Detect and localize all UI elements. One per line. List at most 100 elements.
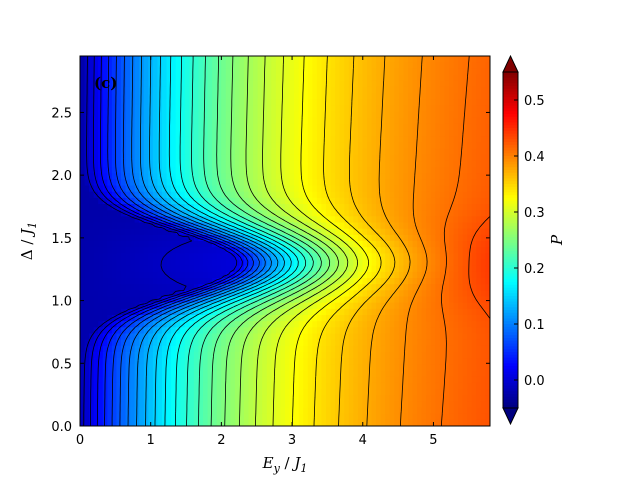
heatmap-cell [298,333,304,341]
heatmap-cell [353,148,359,156]
heatmap-cell [344,191,350,199]
heatmap-cell [289,395,295,402]
heatmap-cell [426,259,432,267]
heatmap-cell [394,284,400,291]
heatmap-cell [157,284,163,291]
heatmap-cell [221,265,227,273]
heatmap-cell [198,62,204,69]
heatmap-cell [285,259,291,267]
heatmap-cell [166,358,172,365]
heatmap-cell [312,86,318,94]
heatmap-cell [321,358,327,365]
heatmap-cell [148,284,154,291]
heatmap-cell [316,247,323,254]
heatmap-cell [203,302,209,310]
heatmap-cell [408,167,414,174]
heatmap-cell [262,210,268,217]
heatmap-cell [426,93,432,100]
heatmap-cell [244,105,250,113]
heatmap-cell [116,296,122,304]
heatmap-cell [344,247,350,254]
heatmap-cell [348,345,354,353]
heatmap-cell [380,74,386,82]
heatmap-cell [335,234,341,242]
heatmap-cell [307,345,313,353]
heatmap-cell [121,80,127,88]
heatmap-cell [344,358,350,365]
heatmap-cell [266,315,272,322]
heatmap-cell [312,105,318,113]
heatmap-cell [408,296,414,304]
heatmap-cell [376,222,382,230]
heatmap-cell [143,345,149,353]
heatmap-cell [221,136,227,143]
heatmap-cell [111,333,118,341]
heatmap-cell [189,216,195,224]
heatmap-cell [357,247,364,254]
heatmap-cell [408,265,414,273]
heatmap-cell [207,142,213,150]
heatmap-cell [458,136,464,143]
heatmap-cell [139,204,145,211]
heatmap-cell [339,99,345,106]
heatmap-cell [166,395,172,402]
heatmap-cell [430,345,436,353]
heatmap-cell [376,296,382,304]
heatmap-cell [171,395,177,402]
heatmap-cell [453,290,459,298]
heatmap-cell [193,197,200,205]
heatmap-cell [280,401,286,409]
heatmap-cell [216,99,222,106]
heatmap-cell [230,333,236,341]
heatmap-cell [385,315,391,322]
heatmap-cell [84,142,90,150]
heatmap-cell [303,413,309,421]
heatmap-cell [244,401,250,409]
heatmap-cell [453,315,459,322]
heatmap-cell [175,117,181,125]
heatmap-cell [421,253,427,261]
heatmap-cell [244,358,250,365]
heatmap-cell [111,93,118,100]
heatmap-cell [444,389,450,396]
heatmap-cell [198,148,204,156]
heatmap-cell [271,117,277,125]
heatmap-cell [417,419,423,426]
heatmap-cell [294,197,300,205]
heatmap-cell [453,210,459,217]
heatmap-cell [221,247,227,254]
heatmap-cell [257,86,263,94]
heatmap-cell [344,407,350,415]
heatmap-cell [376,389,382,396]
heatmap-cell [257,154,263,162]
heatmap-cell [453,358,459,365]
heatmap-cell [84,333,90,341]
heatmap-cell [271,247,277,254]
heatmap-cell [184,111,190,119]
heatmap-cell [239,160,245,168]
heatmap-cell [180,56,186,63]
heatmap-cell [80,173,86,180]
heatmap-cell [335,148,341,156]
heatmap-cell [107,241,113,248]
heatmap-cell [280,370,286,378]
heatmap-cell [134,253,140,261]
heatmap-cell [348,247,354,254]
heatmap-cell [257,93,263,100]
heatmap-cell [394,56,400,63]
heatmap-cell [134,321,140,328]
heatmap-cell [426,376,432,384]
heatmap-cell [449,315,455,322]
heatmap-cell [198,117,204,125]
heatmap-cell [339,364,345,372]
heatmap-cell [412,278,418,285]
heatmap-cell [253,179,259,187]
heatmap-cell [134,358,140,365]
heatmap-cell [362,123,368,131]
heatmap-cell [257,173,263,180]
heatmap-cell [449,352,455,359]
heatmap-cell [116,407,122,415]
heatmap-cell [189,419,195,426]
heatmap-cell [439,315,446,322]
heatmap-cell [353,167,359,174]
